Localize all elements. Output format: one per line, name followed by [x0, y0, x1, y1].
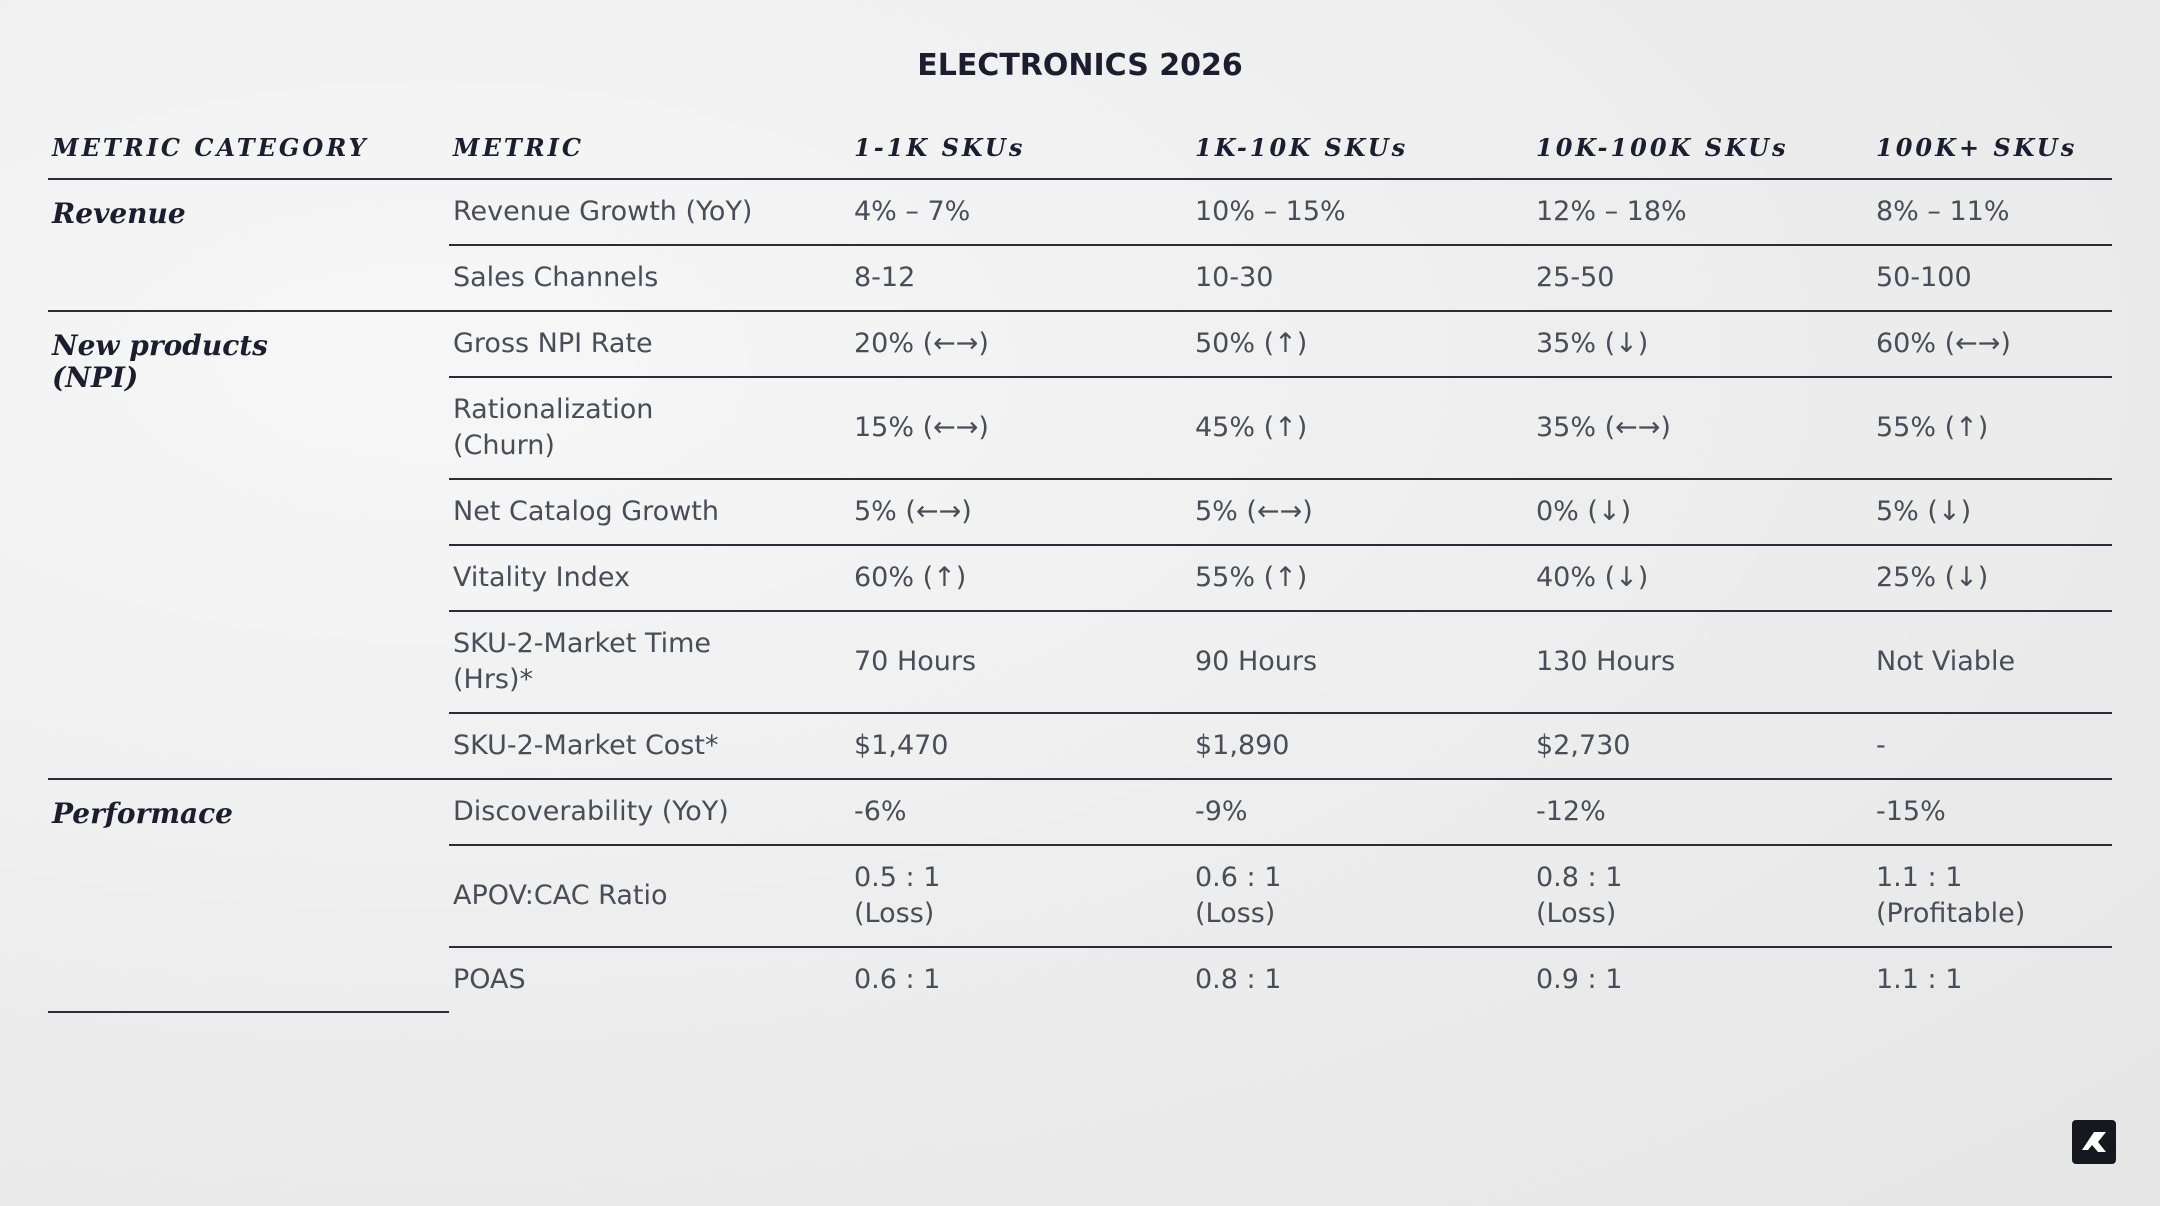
- value-cell: 60% (←→): [1872, 311, 2112, 378]
- value-cell: 1.1 : 1: [1876, 964, 1963, 995]
- value-cell: 12% – 18%: [1532, 179, 1872, 246]
- column-header: METRIC: [449, 125, 850, 180]
- table-row: Vitality Index 60% (↑) 55% (↑) 40% (↓) 25% (…: [48, 545, 2112, 612]
- value-cell: 8% – 11%: [1872, 179, 2112, 246]
- header-row: METRIC CATEGORY METRIC 1-1K SKUs 1K-10K SKU…: [48, 125, 2112, 180]
- value-cell: -9%: [1191, 779, 1532, 846]
- table-row: Rationalization (Churn) 15% (←→) 45% (↑) 35…: [48, 377, 2112, 480]
- value-cell: 0.6 : 1: [854, 964, 941, 995]
- metric-cell: Rationalization (Churn): [449, 377, 850, 480]
- value-cell: 5% (↓): [1872, 479, 2112, 546]
- value-cell: 130 Hours: [1532, 611, 1872, 714]
- value-cell: 25-50: [1532, 245, 1872, 312]
- value-cell: $1,890: [1191, 713, 1532, 780]
- value-cell: 25% (↓): [1872, 545, 2112, 612]
- metric-cell: SKU-2-Market Time (Hrs)*: [449, 611, 850, 714]
- value-cell: 70 Hours: [850, 611, 1191, 714]
- value-cell: 0% (↓): [1532, 479, 1872, 546]
- value-cell: -: [1872, 713, 2112, 780]
- value-cell: 5% (←→): [1191, 479, 1532, 546]
- value-cell: 0.8 : 1: [1195, 964, 1282, 995]
- value-cell: -15%: [1872, 779, 2112, 846]
- table-row: New products (NPI) Gross NPI Rate 20% (←→)…: [48, 311, 2112, 780]
- column-header: 100K+ SKUs: [1872, 125, 2112, 180]
- table-row: APOV:CAC Ratio 0.5 : 1 (Loss) 0.6 : 1 (Los…: [48, 845, 2112, 948]
- value-cell: 15% (←→): [850, 377, 1191, 480]
- value-cell: 10% – 15%: [1191, 179, 1532, 246]
- title: ELECTRONICS 2026: [917, 48, 1243, 83]
- value-cell: 55% (↑): [1191, 545, 1532, 612]
- metric-cell: Discoverability (YoY): [449, 779, 850, 846]
- value-cell: 0.5 : 1 (Loss): [850, 845, 1191, 948]
- value-cell: 45% (↑): [1191, 377, 1532, 480]
- category-cell: New products (NPI): [48, 311, 449, 780]
- table-row: Sales Channels 8-12 10-30 25-50 50-100: [48, 245, 2112, 312]
- table-row: Performace Discoverability (YoY) -6% -9% -12…: [48, 779, 2112, 1013]
- value-cell: 55% (↑): [1872, 377, 2112, 480]
- table-row: SKU-2-Market Time (Hrs)* 70 Hours 90 Hours…: [48, 611, 2112, 714]
- value-cell: 8-12: [850, 245, 1191, 312]
- column-header: 10K-100K SKUs: [1532, 125, 1872, 180]
- data-table: METRIC CATEGORY METRIC 1-1K SKUs 1K-10K SKU…: [48, 125, 2112, 1013]
- table-row: Net Catalog Growth 5% (←→) 5% (←→) 0% (↓) 5%…: [48, 479, 2112, 546]
- value-cell: 35% (↓): [1532, 311, 1872, 378]
- metric-cell: POAS: [453, 964, 526, 995]
- metric-cell: Vitality Index: [449, 545, 850, 612]
- category-cell: Performace: [48, 779, 449, 1013]
- value-cell: 40% (↓): [1532, 545, 1872, 612]
- value-cell: 20% (←→): [850, 311, 1191, 378]
- metric-cell: APOV:CAC Ratio: [449, 845, 850, 948]
- table-row: SKU-2-Market Cost* $1,470 $1,890 $2,730-: [48, 713, 2112, 780]
- value-cell: 4% – 7%: [850, 179, 1191, 246]
- metric-cell: Revenue Growth (YoY): [449, 179, 850, 246]
- column-header: METRIC CATEGORY: [48, 125, 449, 180]
- column-header: 1-1K SKUs: [850, 125, 1191, 180]
- value-cell: 10-30: [1191, 245, 1532, 312]
- value-cell: 0.8 : 1 (Loss): [1532, 845, 1872, 948]
- value-cell: 0.6 : 1 (Loss): [1191, 845, 1532, 948]
- value-cell: 90 Hours: [1191, 611, 1532, 714]
- value-cell: 60% (↑): [850, 545, 1191, 612]
- value-cell: 5% (←→): [850, 479, 1191, 546]
- value-cell: 35% (←→): [1532, 377, 1872, 480]
- metric-cell: Net Catalog Growth: [449, 479, 850, 546]
- value-cell: 50% (↑): [1191, 311, 1532, 378]
- metric-cell: SKU-2-Market Cost*: [449, 713, 850, 780]
- column-header: 1K-10K SKUs: [1191, 125, 1532, 180]
- value-cell: $2,730: [1532, 713, 1872, 780]
- logo: [2072, 1120, 2116, 1164]
- table-row: POAS 0.6 : 1 0.8 : 1 0.9 : 1 1.1 : 1: [48, 947, 2112, 1012]
- value-cell: 0.9 : 1: [1536, 964, 1623, 995]
- metric-cell: Gross NPI Rate: [449, 311, 850, 378]
- value-cell: 1.1 : 1 (Profitable): [1872, 845, 2112, 948]
- value-cell: -6%: [850, 779, 1191, 846]
- table-row: Revenue Revenue Growth (YoY) 4% – 7% 10% – …: [48, 179, 2112, 312]
- value-cell: 50-100: [1872, 245, 2112, 312]
- value-cell: $1,470: [850, 713, 1191, 780]
- metric-cell: Sales Channels: [449, 245, 850, 312]
- value-cell: Not Viable: [1872, 611, 2112, 714]
- category-cell: Revenue: [48, 179, 449, 312]
- value-cell: -12%: [1532, 779, 1872, 846]
